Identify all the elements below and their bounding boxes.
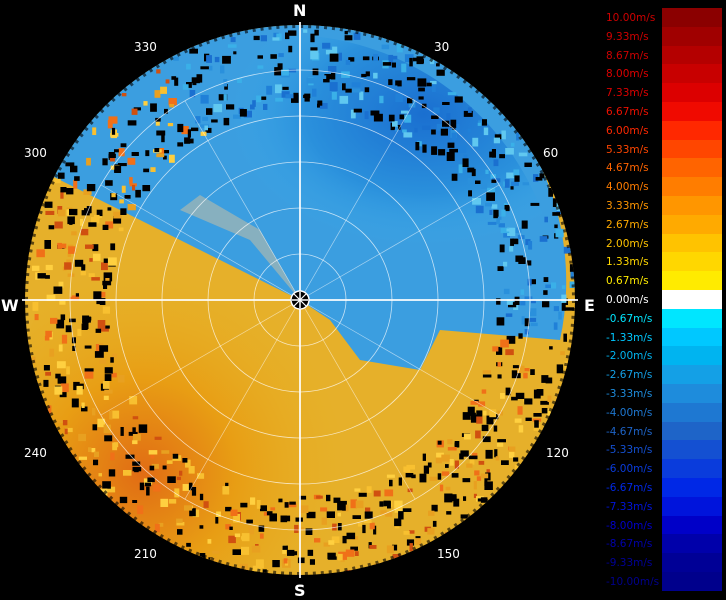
legend-swatch: [662, 8, 722, 27]
legend-label: -4.00m/s: [606, 406, 653, 419]
radar-center-icon: [290, 290, 310, 310]
radar-velocity-display: [22, 22, 578, 578]
legend-label: -8.00m/s: [606, 519, 653, 532]
compass-north: N: [293, 1, 307, 20]
bearing-330: 330: [134, 40, 157, 54]
legend-label: -2.67m/s: [606, 369, 653, 382]
bearing-210: 210: [134, 547, 157, 561]
legend-swatch: [662, 102, 722, 121]
compass-south: S: [294, 581, 306, 600]
legend-label: -4.67m/s: [606, 425, 653, 438]
velocity-legend: 10.00m/s 9.33m/s 8.67m/s 8.00m/s 7.33m/s 6.67…: [606, 8, 724, 591]
legend-label: 4.67m/s: [606, 162, 649, 175]
legend-swatch: [662, 214, 722, 234]
legend-swatch: [662, 45, 722, 65]
legend-label: -2.00m/s: [606, 350, 653, 363]
legend-swatch: [662, 421, 722, 441]
legend-swatch: [662, 196, 722, 215]
legend-label: 6.67m/s: [606, 106, 649, 118]
legend-label: -1.33m/s: [606, 331, 653, 344]
legend-swatch: [662, 64, 722, 84]
legend-swatch: [662, 177, 722, 197]
legend-label: 2.67m/s: [606, 218, 649, 231]
legend-label: -6.00m/s: [606, 463, 653, 476]
legend-swatch: [662, 83, 722, 103]
bearing-150: 150: [437, 547, 460, 561]
legend-label: 0.00m/s: [606, 294, 649, 306]
bearing-120: 120: [546, 446, 569, 460]
legend-swatch: [662, 478, 722, 497]
legend-label: -5.33m/s: [606, 444, 653, 457]
compass-west: W: [1, 296, 19, 315]
legend-label: -6.67m/s: [606, 482, 653, 494]
legend-swatch: [662, 534, 722, 554]
legend-swatch: [662, 308, 722, 328]
legend-swatch: [662, 252, 722, 272]
legend-swatch: [662, 139, 722, 159]
bearing-300: 300: [24, 146, 47, 160]
legend-swatch: [662, 26, 722, 46]
legend-label: 5.33m/s: [606, 143, 649, 156]
legend-swatch: [662, 496, 722, 516]
legend-label: 4.00m/s: [606, 181, 649, 194]
legend-label: 9.33m/s: [606, 30, 649, 43]
legend-swatch: [662, 553, 722, 573]
legend-label: 2.00m/s: [606, 237, 649, 250]
legend-swatch: [662, 440, 722, 460]
legend-label: 7.33m/s: [606, 87, 649, 100]
legend-swatch: [662, 271, 722, 291]
compass-east: E: [584, 296, 595, 315]
legend-swatch: [662, 290, 722, 309]
legend-label: 0.67m/s: [606, 275, 649, 288]
bearing-60: 60: [543, 146, 559, 160]
legend-label: 8.00m/s: [606, 68, 649, 81]
legend-label: 1.33m/s: [606, 256, 649, 269]
legend-label: -7.33m/s: [606, 500, 653, 513]
azimuth-spokes: [100, 100, 500, 500]
legend-swatch: [662, 120, 722, 140]
legend-label: -10.00m/s: [606, 576, 660, 588]
legend-label: 8.67m/s: [606, 49, 649, 62]
legend-swatch: [662, 365, 722, 385]
bearing-30: 30: [434, 40, 450, 54]
legend-swatch: [662, 515, 722, 535]
legend-swatch: [662, 572, 722, 591]
legend-label: -9.33m/s: [606, 557, 653, 570]
bearing-240: 240: [24, 446, 47, 460]
legend-label: -3.33m/s: [606, 388, 653, 400]
legend-label: -0.67m/s: [606, 312, 653, 325]
legend-swatch: [662, 402, 722, 422]
legend-swatch: [662, 346, 722, 366]
legend-swatch: [662, 384, 722, 403]
legend-label: 3.33m/s: [606, 200, 649, 212]
legend-swatch: [662, 233, 722, 253]
legend-label: -8.67m/s: [606, 538, 653, 551]
legend-label: 6.00m/s: [606, 124, 649, 137]
legend-swatch: [662, 459, 722, 479]
legend-swatch: [662, 158, 722, 178]
legend-label: 10.00m/s: [606, 12, 656, 24]
legend-swatch: [662, 327, 722, 347]
